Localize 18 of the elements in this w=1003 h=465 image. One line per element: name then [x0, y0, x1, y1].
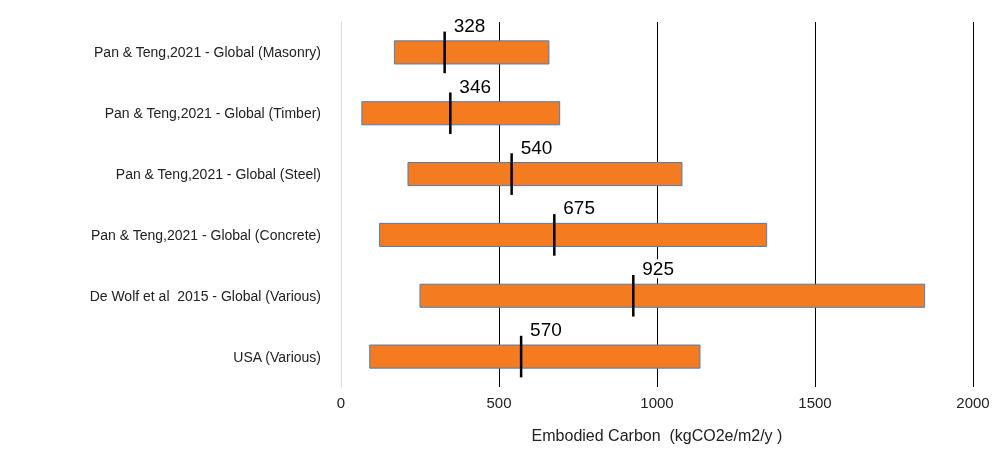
annotation: 675	[563, 197, 595, 219]
y-tick-label: USA (Various)	[233, 348, 321, 365]
x-tick-label: 1500	[798, 394, 832, 411]
x-tick-label: 0	[336, 394, 346, 411]
annotation: 328	[453, 14, 486, 36]
annotation: 540	[520, 136, 553, 158]
annotation: 925	[642, 258, 674, 280]
x-axis-title: Embodied Carbon (kgCO2e/m2/y )	[531, 426, 783, 444]
annotation: 570	[530, 319, 562, 341]
y-tick-label: Pan & Teng,2021 - Global (Steel)	[115, 166, 321, 183]
y-tick-label: Pan & Teng,2021 - Global (Concrete)	[90, 226, 321, 243]
x-tick-label: 500	[486, 394, 512, 411]
annotation: 346	[459, 75, 492, 97]
y-tick-label: De Wolf et al 2015 - Global (Various)	[89, 287, 321, 304]
x-tick-label: 2000	[956, 394, 990, 411]
y-tick-label: Pan & Teng,2021 - Global (Masonry)	[94, 44, 321, 61]
x-tick-label: 1000	[640, 394, 674, 411]
y-tick-label: Pan & Teng,2021 - Global (Timber)	[104, 105, 321, 122]
